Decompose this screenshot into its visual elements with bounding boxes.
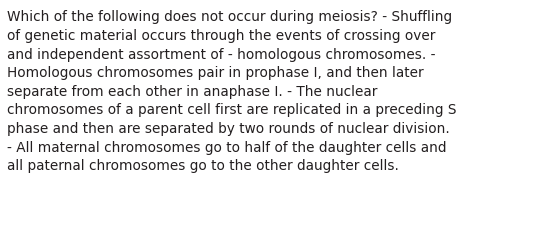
Text: Which of the following does not occur during meiosis? - Shuffling
of genetic mat: Which of the following does not occur du… (7, 10, 457, 173)
